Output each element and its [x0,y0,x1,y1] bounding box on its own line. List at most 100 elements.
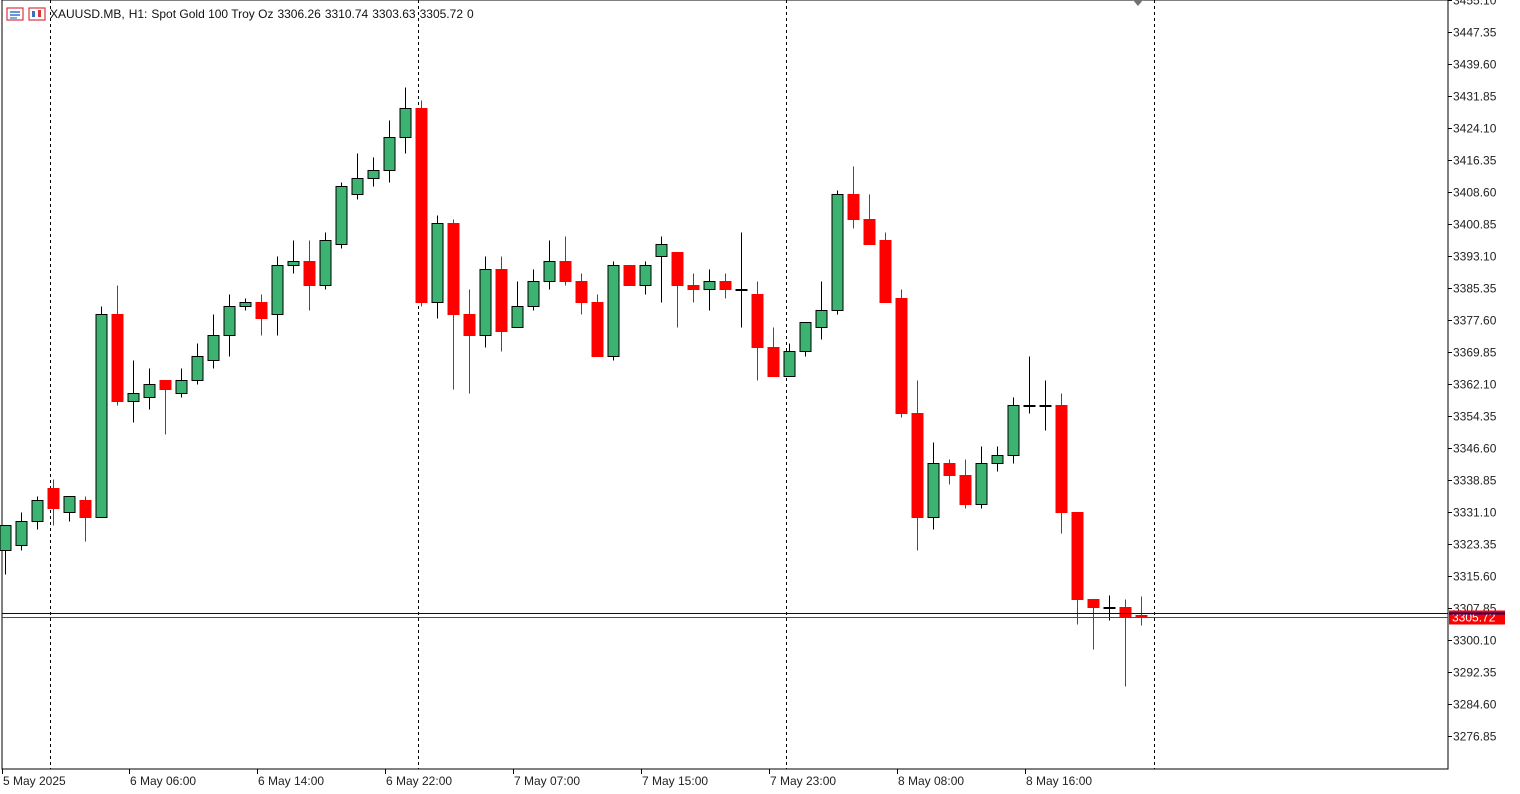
candle [319,232,332,290]
candle [31,496,44,530]
candle-body [367,170,380,179]
candle [703,269,716,311]
candle [383,120,396,183]
candle [63,496,76,522]
x-tick-label: 8 May 16:00 [1026,774,1092,788]
candle-body [623,265,636,286]
y-tick-label: 3431.85 [1453,90,1497,104]
candle [399,87,412,154]
candle-body [911,413,924,518]
candle-body [495,269,508,332]
candle-body [767,347,780,377]
candle [511,281,524,328]
y-tick-label: 3284.60 [1453,698,1497,712]
candle [1007,397,1020,464]
candle-body [255,302,268,319]
x-tick-label: 8 May 08:00 [898,774,964,788]
candle-body [111,314,124,402]
y-tick-label: 3292.35 [1453,666,1497,680]
candle-body [415,108,428,303]
time-axis[interactable]: 5 May 2025 6 May 06:00 6 May 14:00 6 May 22… [2,769,1093,788]
candle-body [639,265,652,286]
candle [1039,380,1052,431]
x-tick-label: 6 May 14:00 [258,774,324,788]
candle [767,327,780,377]
symbol-description: Spot Gold 100 Troy Oz [151,7,274,21]
price-axis[interactable]: 3455.10 3447.35 3439.60 3431.85 3424.10 3416.… [1448,0,1505,744]
chart-type-icon[interactable] [28,7,46,21]
candle-body [799,322,812,352]
candle-body [127,393,140,402]
x-tick-label: 5 May 2025 [3,774,66,788]
candle-body [47,488,60,509]
candle [447,219,460,390]
candle [959,459,972,509]
candle-body [95,314,108,518]
candle [991,446,1004,472]
y-tick-label: 3447.35 [1453,26,1497,40]
candle [543,240,556,290]
candle [479,256,492,348]
candle [863,194,876,245]
candle-body [335,186,348,245]
ask-marker [1449,612,1505,615]
y-tick-label: 3377.60 [1453,314,1497,328]
x-tick-label: 7 May 23:00 [770,774,836,788]
candle-body [703,281,716,290]
candle [879,232,892,303]
candle [1023,356,1036,414]
candle [463,289,476,394]
candle [687,273,700,303]
candle-body [511,306,524,328]
trade-panel-icon[interactable] [6,7,24,21]
candle-body [655,244,668,257]
candle [1055,393,1068,534]
candle [367,157,380,187]
shift-marker-icon[interactable] [1133,0,1143,6]
y-tick-label: 3439.60 [1453,58,1497,72]
candle-body [735,289,748,291]
y-tick-label: 3416.35 [1453,154,1497,168]
ohlc-low: 3303.63 [372,7,416,21]
candle [1087,599,1100,650]
candle-body [687,285,700,290]
x-tick-label: 6 May 06:00 [130,774,196,788]
ohlc-volume: 0 [467,7,474,21]
candle-body [895,298,908,414]
candle-body [1087,599,1100,608]
candle-body [207,335,220,361]
x-tick-label: 6 May 22:00 [386,774,452,788]
candle-body [15,521,28,546]
candle-body [1119,607,1132,617]
candle [575,273,588,315]
candle [223,294,236,357]
candle-body [671,252,684,286]
candle-body [431,223,444,303]
candle [751,281,764,381]
candle-body [847,194,860,220]
candle-body [1071,512,1084,600]
candle-body [975,463,988,505]
x-tick-label: 7 May 15:00 [642,774,708,788]
candle [719,273,732,299]
candle [95,306,108,518]
candle [975,446,988,509]
candle [159,380,172,435]
candle-body [1103,607,1116,609]
candle-body [351,178,364,195]
candle-body [383,137,396,171]
candle [591,294,604,357]
candle [559,236,572,286]
candle-body [783,351,796,377]
candle-body [927,463,940,518]
candle-body [463,314,476,336]
candle [639,261,652,295]
candle-body [1039,405,1052,407]
candle-body [191,356,204,381]
candle [111,285,124,406]
plot-area[interactable] [1,0,1449,770]
candle-body [143,384,156,398]
candle-body [31,500,44,522]
candle-body [943,463,956,476]
